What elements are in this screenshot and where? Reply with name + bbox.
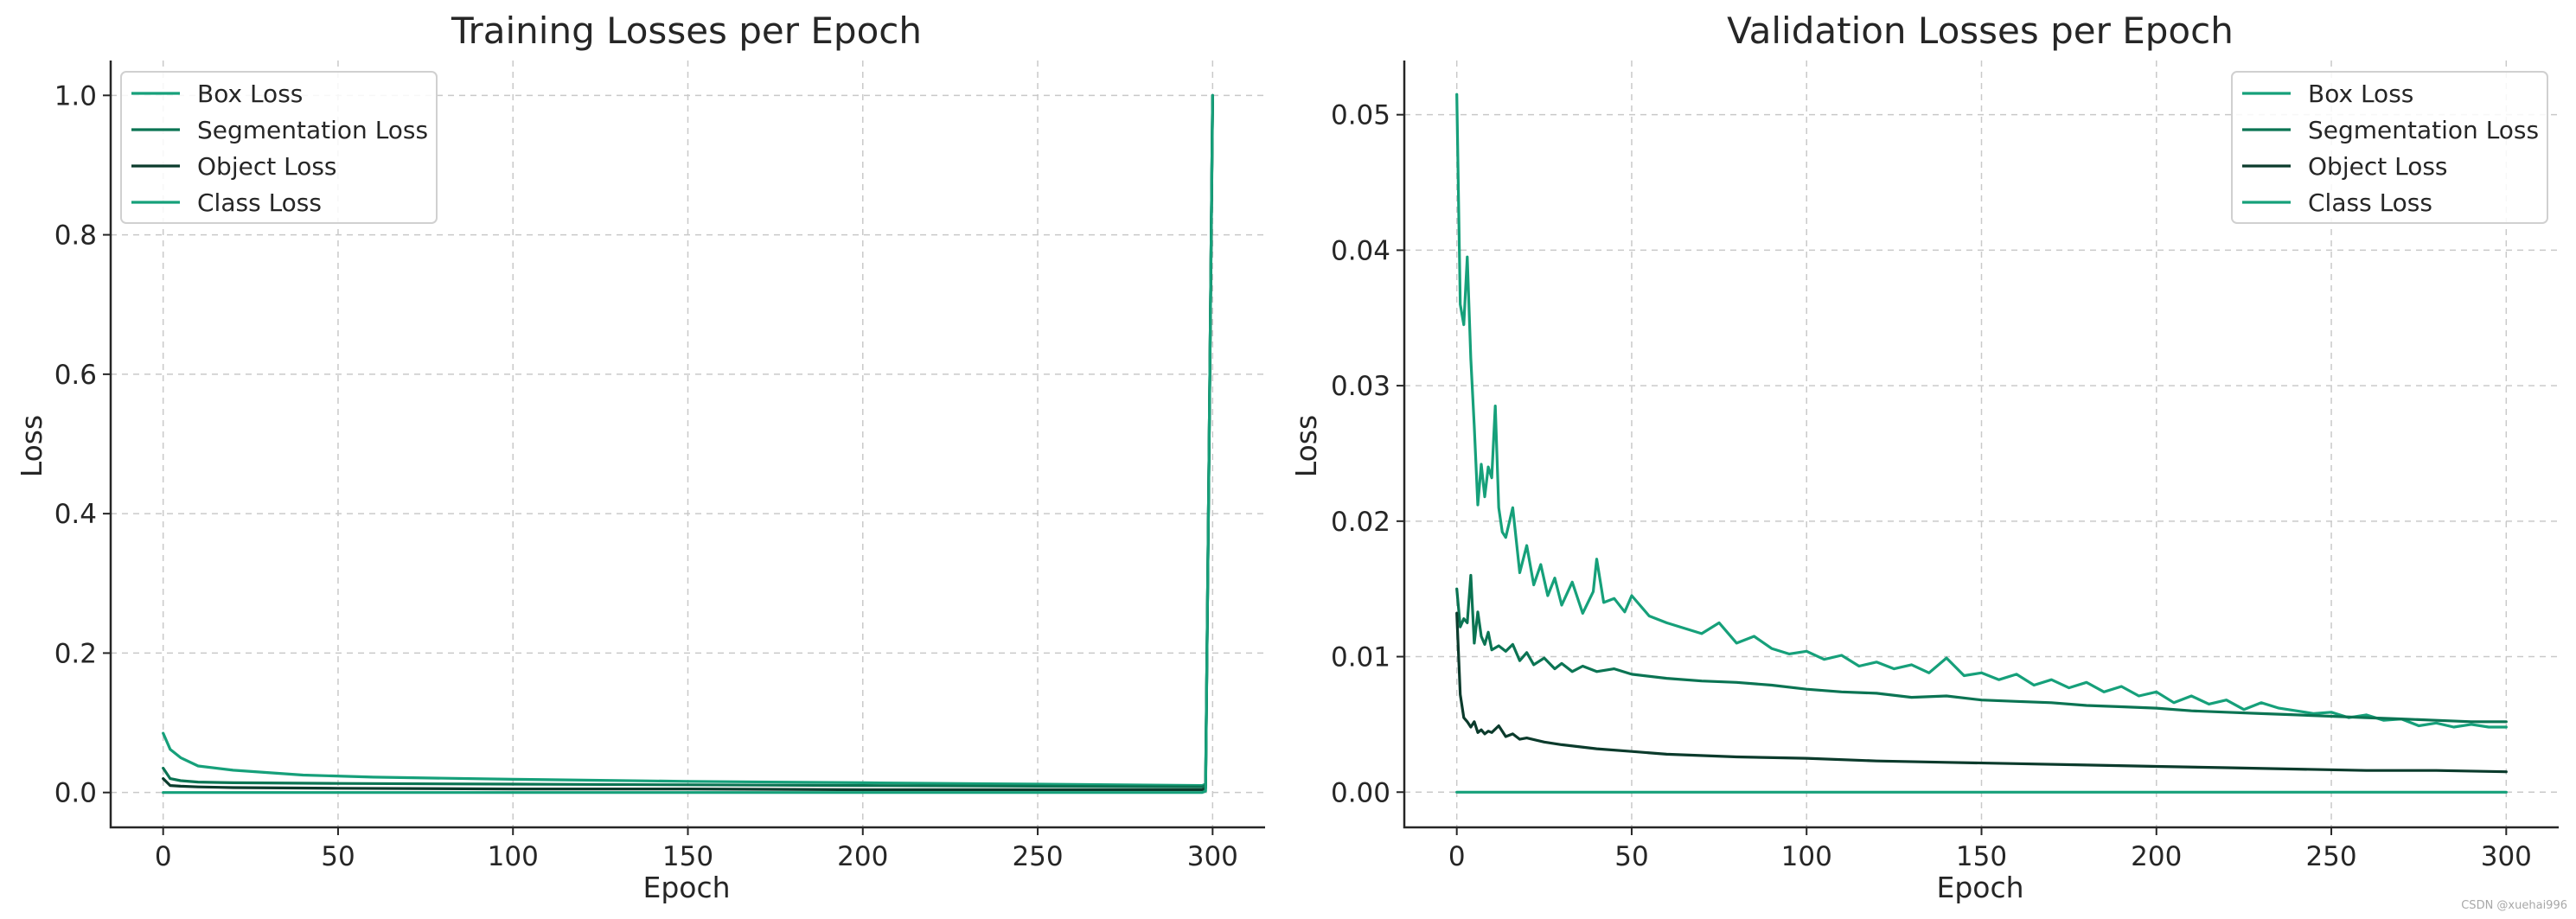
x-tick-label: 0: [1448, 841, 1466, 872]
y-tick-label: 0.6: [54, 360, 97, 391]
legend-entry: Box Loss: [131, 80, 303, 108]
y-tick-label: 0.02: [1331, 507, 1390, 538]
y-tick-label: 0.0: [54, 778, 97, 809]
y-tick-label: 0.04: [1331, 235, 1390, 266]
legend-entry: Segmentation Loss: [131, 116, 428, 144]
x-axis-label: Epoch: [1936, 871, 2023, 904]
legend: Box Loss Segmentation Loss Object Loss Clas…: [120, 71, 438, 224]
y-tick-label: 0.8: [54, 220, 97, 252]
legend-label: Class Loss: [2308, 188, 2432, 217]
axis-spines: [1403, 61, 2559, 829]
legend-entry: Box Loss: [2242, 80, 2413, 108]
legend-label: Box Loss: [197, 80, 303, 108]
series-line-segmentation-loss: [1455, 573, 2508, 724]
chart-title: Validation Losses per Epoch: [1727, 10, 2234, 52]
validation-losses-panel: Validation Losses per Epoch 0 50 100 150 200…: [1289, 10, 2559, 904]
legend-entry: Segmentation Loss: [2242, 116, 2539, 144]
x-tick-label: 300: [1187, 841, 1238, 872]
x-tick-label: 150: [1956, 841, 2007, 872]
x-tick-label: 250: [2305, 841, 2356, 872]
legend-label: Box Loss: [2308, 80, 2413, 108]
y-tick-label: 0.2: [54, 638, 97, 669]
y-tick-label: 1.0: [54, 80, 97, 112]
axis-spines: [109, 61, 1265, 829]
y-tick-label: 0.00: [1331, 777, 1390, 808]
series-line-box-loss: [1455, 93, 2508, 729]
y-tick-label: 0.01: [1331, 642, 1390, 673]
legend-entry: Object Loss: [131, 152, 337, 181]
x-tick-label: 300: [2481, 841, 2532, 872]
y-tick-label: 0.05: [1331, 100, 1390, 131]
x-tick-label: 100: [488, 841, 539, 872]
y-axis-label: Loss: [15, 415, 48, 477]
legend-label: Segmentation Loss: [2308, 116, 2539, 144]
y-tick-label: 0.03: [1331, 371, 1390, 402]
watermark: CSDN @xuehai996: [2461, 899, 2567, 912]
x-tick-label: 200: [2131, 841, 2182, 872]
y-tick-label: 0.4: [54, 499, 97, 530]
x-tick-label: 250: [1012, 841, 1063, 872]
x-tick-label: 100: [1781, 841, 1832, 872]
y-axis-label: Loss: [1289, 415, 1323, 477]
legend: Box Loss Segmentation Loss Object Loss Clas…: [2231, 71, 2548, 224]
legend-entry: Object Loss: [2242, 152, 2448, 181]
x-tick-label: 0: [155, 841, 172, 872]
legend-label: Object Loss: [197, 152, 337, 181]
series-line-object-loss: [1455, 611, 2508, 774]
training-losses-panel: Training Losses per Epoch 0 50 100 150 200 25…: [15, 10, 1265, 904]
x-tick-label: 50: [321, 841, 355, 872]
legend-entry: Class Loss: [2242, 188, 2432, 217]
legend-label: Object Loss: [2308, 152, 2448, 181]
x-tick-label: 150: [662, 841, 713, 872]
x-axis-label: Epoch: [642, 871, 730, 904]
legend-entry: Class Loss: [131, 188, 322, 217]
chart-title: Training Losses per Epoch: [451, 10, 922, 52]
series-line-class-loss: [162, 93, 1214, 795]
legend-label: Segmentation Loss: [197, 116, 428, 144]
x-tick-label: 50: [1614, 841, 1648, 872]
legend-label: Class Loss: [197, 188, 322, 217]
x-tick-label: 200: [837, 841, 888, 872]
